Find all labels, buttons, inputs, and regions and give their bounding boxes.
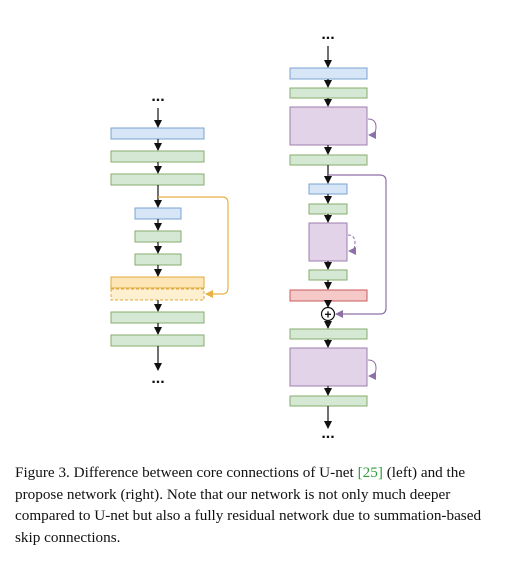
right-top-ellipsis: ...: [321, 26, 334, 43]
right-purple-residual-block-2: [308, 222, 348, 262]
left-green-block-2: [110, 173, 205, 186]
caption-text-end: (left) and the propose network (right). …: [15, 464, 482, 546]
figure-caption: Figure 3. Difference between core connec…: [15, 462, 505, 548]
right-green-block-4: [308, 269, 348, 281]
left-orange-block: [110, 276, 205, 289]
left-orange-concat-block: [110, 288, 205, 301]
left-green-block-5: [110, 311, 205, 324]
left-network: ... ...: [110, 88, 229, 387]
right-green-block-1: [289, 87, 368, 99]
right-green-block-5: [289, 328, 368, 340]
right-green-block-2: [289, 154, 368, 166]
right-residual-loop-1: [367, 118, 377, 139]
right-red-block: [289, 289, 368, 302]
right-green-block-6: [289, 395, 368, 407]
left-top-ellipsis: ...: [151, 88, 164, 105]
left-skip-connection: [158, 196, 229, 298]
right-blue-block-1: [289, 67, 368, 80]
right-network: ... + ...: [289, 26, 387, 442]
left-green-block-3: [134, 230, 182, 243]
left-green-block-4: [134, 253, 182, 266]
citation-link[interactable]: [25]: [357, 464, 383, 481]
left-green-block-6: [110, 334, 205, 347]
sum-node: [320, 306, 336, 322]
left-green-block-1: [110, 150, 205, 163]
left-blue-block-2: [134, 207, 182, 220]
sum-symbol: +: [324, 308, 331, 322]
left-blue-block-1: [110, 127, 205, 140]
right-bottom-ellipsis: ...: [321, 425, 334, 442]
right-green-block-3: [308, 203, 348, 215]
right-residual-loop-2: [347, 234, 357, 255]
right-residual-loop-3: [367, 359, 377, 380]
caption-text-start: Figure 3. Difference between core connec…: [15, 464, 358, 481]
right-skip-connection: [328, 174, 387, 318]
architecture-diagram: ... ... ...: [110, 26, 387, 442]
right-blue-block-2: [308, 183, 348, 195]
right-purple-residual-block-1: [289, 106, 368, 146]
left-bottom-ellipsis: ...: [151, 370, 164, 387]
right-purple-residual-block-3: [289, 347, 368, 387]
